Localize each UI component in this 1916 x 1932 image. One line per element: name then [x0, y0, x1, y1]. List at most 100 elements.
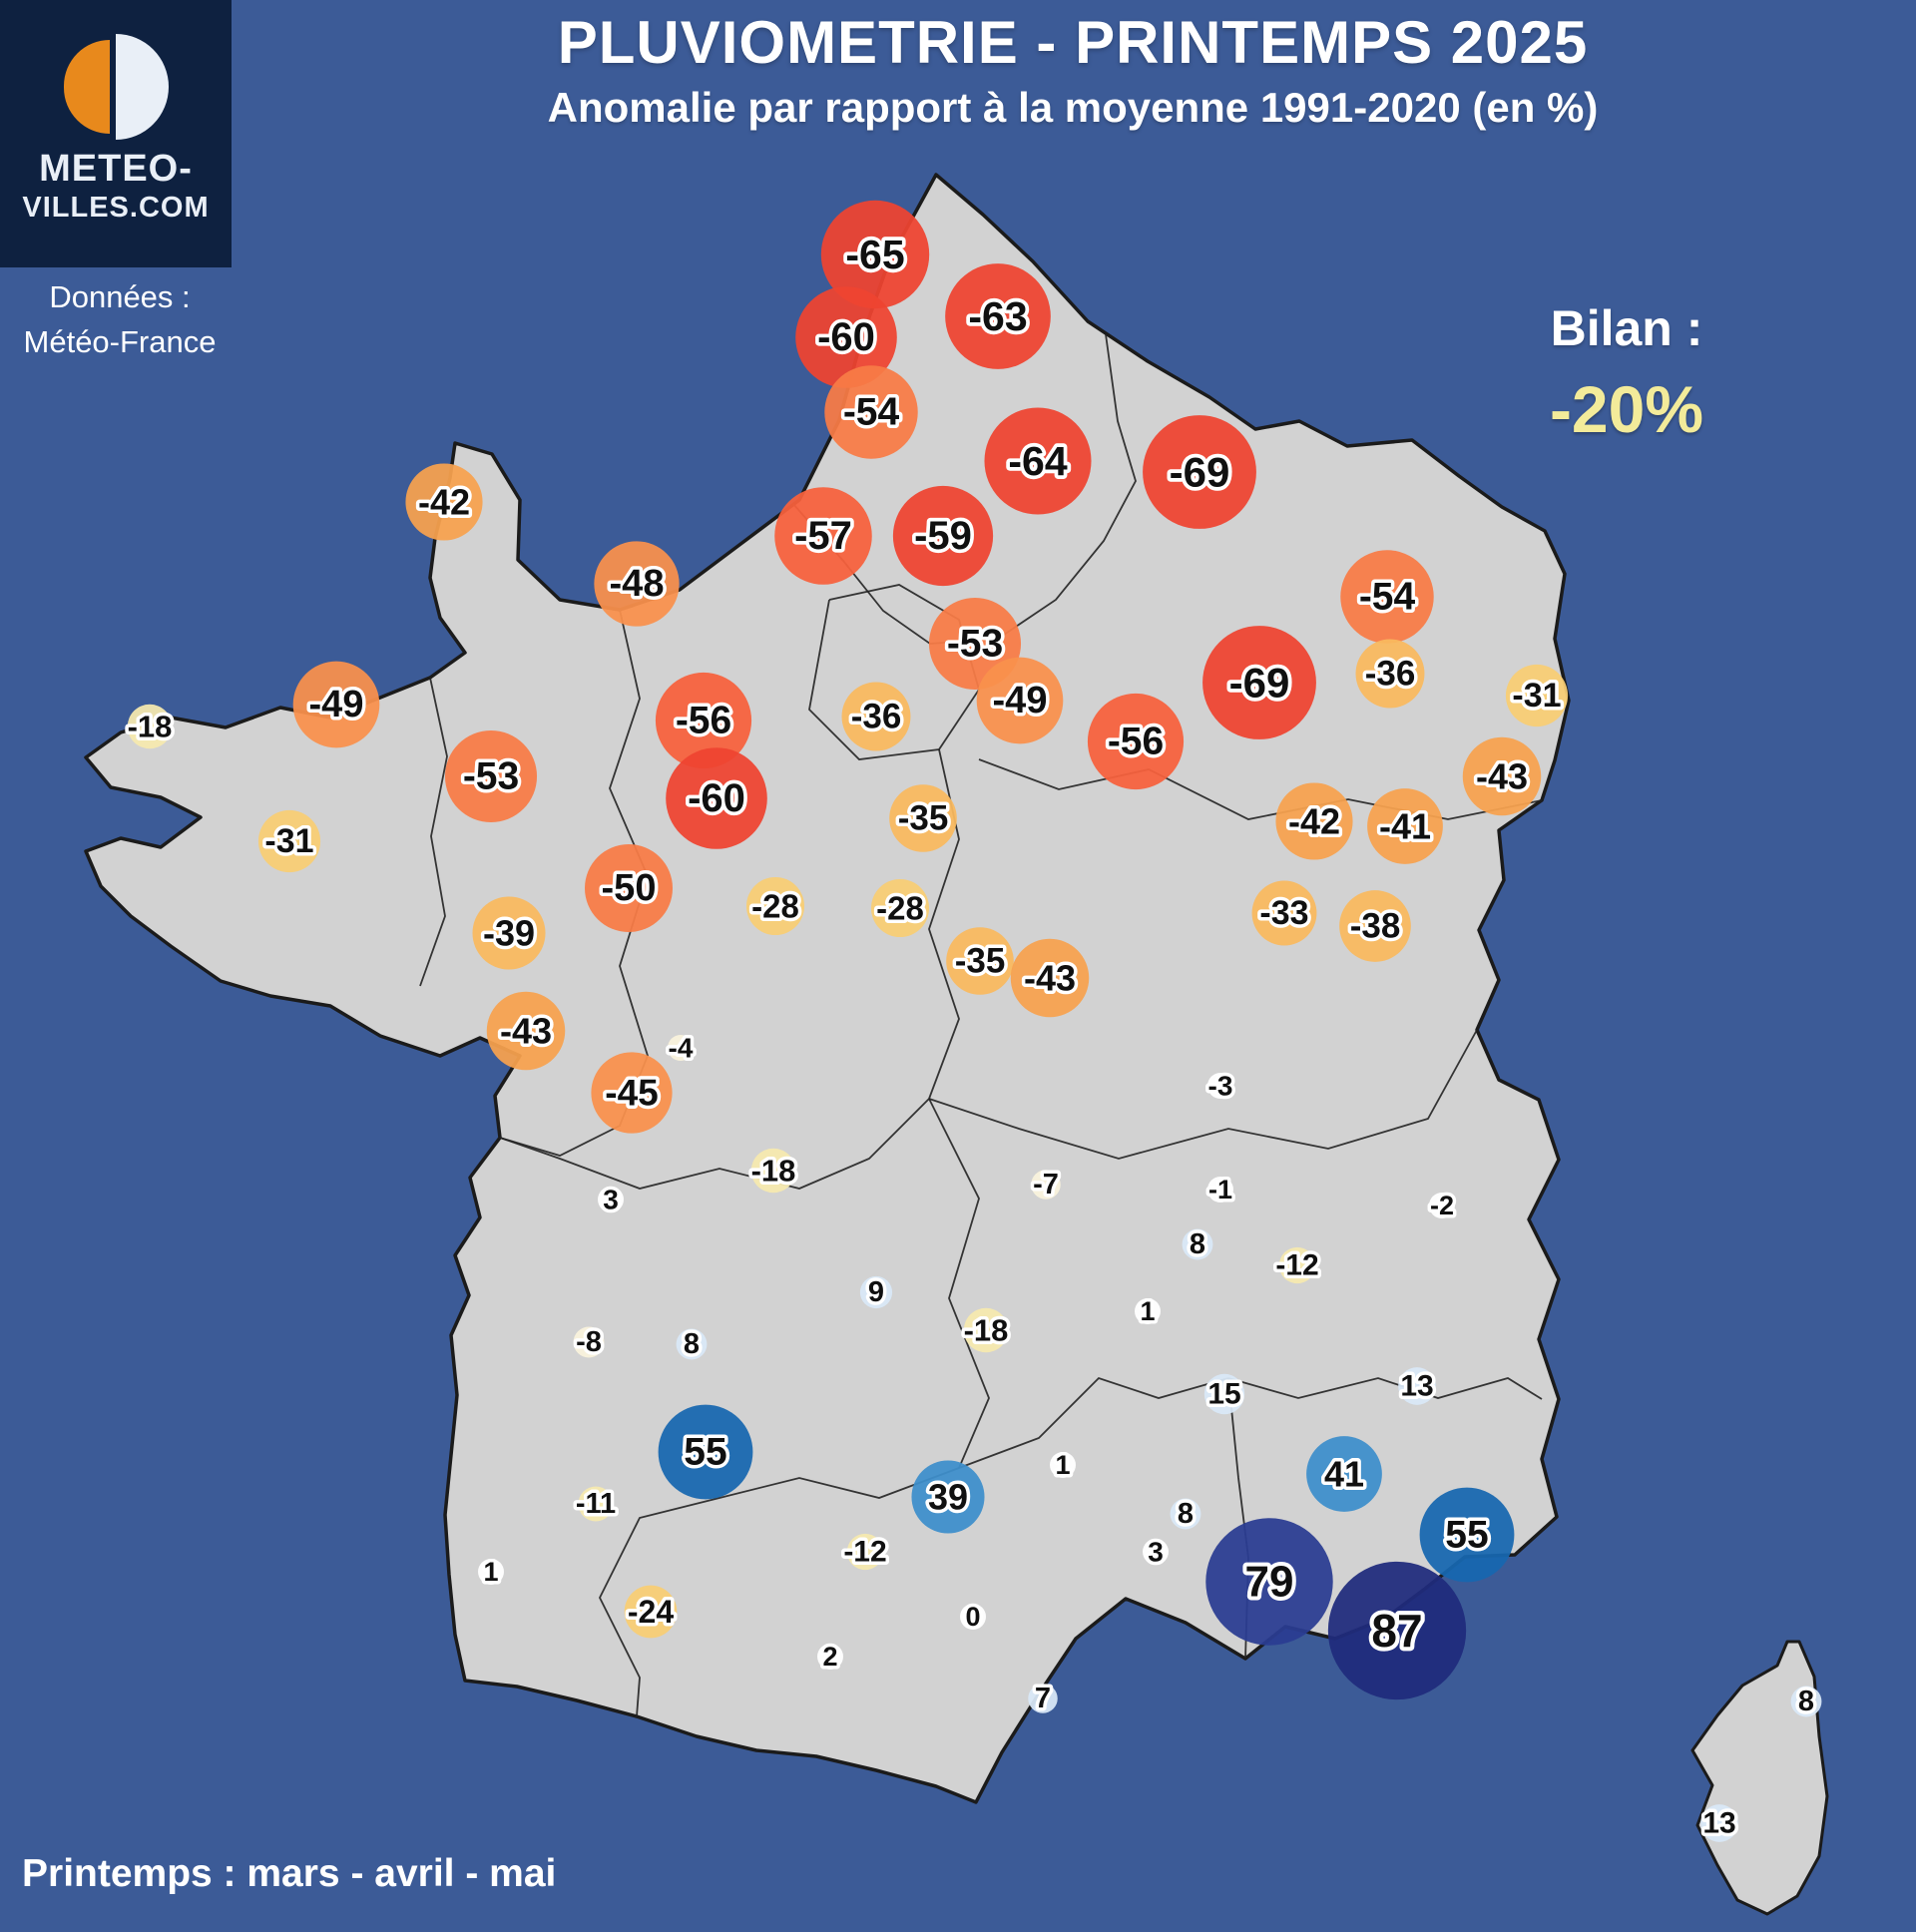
logo-sun-icon	[64, 34, 170, 140]
bubble-label: 9	[868, 1276, 884, 1308]
bubble-label: -28	[751, 888, 799, 925]
map-bubble	[1275, 782, 1353, 860]
region-border	[978, 758, 1543, 820]
map-bubble	[1340, 550, 1434, 644]
map-bubble	[668, 1035, 694, 1061]
bubble-label: -53	[463, 755, 519, 798]
bubble-label: 13	[1400, 1370, 1433, 1403]
bubble-label: -43	[1024, 958, 1076, 999]
logo-brand-line2: VILLES.COM	[22, 192, 210, 224]
map-bubble	[1135, 1298, 1161, 1324]
region-border	[792, 333, 1137, 645]
bubble-label: 8	[1798, 1686, 1814, 1717]
map-bubble	[444, 729, 538, 823]
map-bubble	[1505, 664, 1569, 727]
bubble-label: -57	[794, 514, 852, 558]
map-bubble	[889, 784, 957, 852]
bubble-label: -64	[1008, 438, 1067, 484]
bubble-label: 1	[1140, 1296, 1155, 1326]
bubble-label: -11	[576, 1488, 616, 1520]
bubble-label: -36	[851, 698, 902, 736]
map-bubble	[1205, 1518, 1333, 1646]
bubble-label: 3	[603, 1185, 619, 1215]
region-border	[928, 1029, 1478, 1160]
bubble-label: -35	[955, 942, 1006, 981]
map-bubble	[1462, 736, 1542, 816]
region-border	[499, 609, 649, 1157]
bubble-label: -7	[1033, 1169, 1059, 1201]
bubble-label: -18	[964, 1313, 1009, 1348]
france-outline	[84, 173, 1571, 1804]
bubble-label: -60	[817, 315, 875, 359]
map-bubble	[945, 263, 1051, 369]
map-bubble	[666, 747, 767, 849]
region-border	[598, 1467, 960, 1717]
bubble-label: -35	[898, 799, 949, 838]
map-bubble	[478, 1559, 504, 1585]
bubble-label: -69	[1229, 660, 1290, 707]
labels-layer: -65-60-54-63-64 -69-57 -59-48-42-49-18-31-…	[124, 228, 1817, 1843]
logo-half-orange	[64, 40, 110, 134]
map-bubble	[1031, 1170, 1061, 1200]
map-bubble	[1429, 1193, 1455, 1218]
bubble-label: -69	[1170, 449, 1230, 496]
map-bubble	[963, 1307, 1009, 1353]
map-bubble	[911, 1460, 985, 1534]
data-source-label: Données :	[49, 279, 191, 314]
bubble-label: -50	[602, 867, 657, 909]
bubble-label: -49	[309, 684, 364, 725]
bilan-label: Bilan :	[1550, 300, 1703, 356]
bubble-label: 15	[1207, 1378, 1240, 1411]
map-bubble	[1207, 1073, 1233, 1099]
bubble-label: -31	[1512, 677, 1561, 715]
map-bubble	[984, 407, 1092, 515]
bubble-label: 8	[684, 1328, 700, 1360]
bubble-label: 55	[1445, 1514, 1488, 1557]
bubble-label: 3	[1148, 1537, 1164, 1568]
map-bubble	[127, 704, 173, 749]
map-bubble	[795, 286, 897, 388]
logo-half-white	[116, 34, 169, 140]
map-bubble	[598, 1187, 624, 1212]
bubble-label: -60	[688, 776, 745, 820]
map-bubble	[946, 927, 1014, 995]
bubble-label: -3	[1208, 1071, 1233, 1102]
meteo-villes-logo: METEO- VILLES.COM	[0, 0, 232, 267]
bubble-label: -31	[264, 822, 313, 860]
map-bubble	[750, 1148, 796, 1194]
map-bubble	[960, 1604, 986, 1630]
bubble-label: -42	[1288, 801, 1340, 842]
map-bubble	[658, 1404, 753, 1500]
map-bubble	[573, 1326, 605, 1358]
bubble-label: 39	[928, 1477, 968, 1518]
map-bubble	[1355, 639, 1425, 709]
map-bubble	[1203, 1373, 1245, 1415]
bubble-label: -24	[628, 1594, 674, 1630]
map-bubble	[655, 672, 752, 769]
map-bubble	[1278, 1246, 1316, 1284]
bubble-label: -1	[1208, 1175, 1232, 1205]
region-border	[499, 1098, 930, 1190]
bilan-block: Bilan : -20%	[1437, 299, 1816, 447]
bubbles-layer	[127, 200, 1822, 1842]
bubble-label: -43	[500, 1011, 552, 1052]
bubble-label: -39	[483, 913, 535, 954]
map-bubble	[1700, 1804, 1738, 1842]
map-bubble	[405, 463, 483, 541]
bubble-label: 1	[483, 1557, 498, 1587]
map-bubble	[1251, 880, 1317, 946]
season-note: Printemps : mars - avril - mai	[22, 1852, 557, 1895]
map-bubble	[486, 991, 566, 1071]
region-border	[808, 584, 980, 760]
map-bubble	[841, 682, 911, 751]
map-bubble	[1419, 1487, 1515, 1583]
map-bubble	[1143, 415, 1256, 529]
map-bubble	[745, 876, 805, 936]
map-bubble	[1207, 1177, 1233, 1203]
map-bubble	[585, 844, 673, 932]
map-bubble	[594, 541, 680, 627]
map-bubble	[591, 1052, 673, 1134]
map-bubble	[624, 1585, 678, 1639]
bubble-label: 41	[1324, 1454, 1364, 1495]
